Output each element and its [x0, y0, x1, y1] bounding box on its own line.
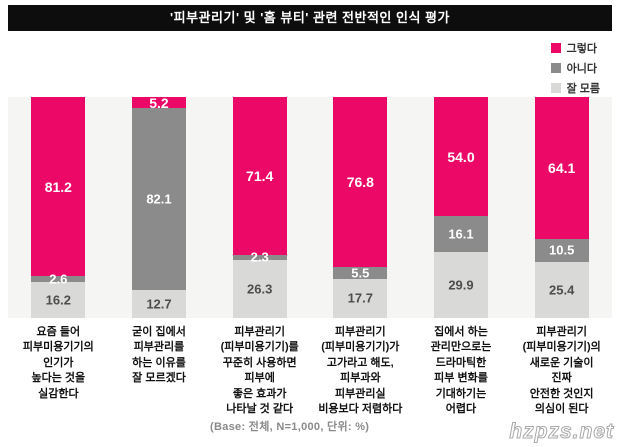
bar-column: 64.1 10.5 25.4: [511, 97, 612, 318]
base-note: (Base: 전체, N=1,000, 단위: %): [210, 421, 370, 433]
stacked-bar: 54.0 16.1 29.9: [433, 97, 488, 318]
stacked-bar: 5.2 82.1 12.7: [131, 94, 186, 318]
bar-segment-아니다: 2.6: [31, 272, 86, 287]
bar-value-label: 76.8: [346, 173, 374, 190]
category-label: 요즘 들어 피부미용기기의 인기가 높다는 것을 실감한다: [22, 326, 94, 400]
stacked-bar: 76.8 5.5 17.7: [333, 97, 388, 318]
bar-segment-그렇다: 64.1: [534, 97, 589, 239]
bar-value-label: 54.0: [447, 148, 475, 165]
bar-value-label: 2.3: [250, 249, 269, 265]
bar-segment-잘 모름: 25.4: [534, 261, 589, 318]
bar-value-label: 29.9: [448, 277, 474, 293]
watermark: hzpzs.net: [509, 420, 614, 444]
category-label: 피부관리기 (피부미용기기)가 고가라고 해도, 피부과와 피부관리실 비용보다…: [318, 326, 403, 415]
chart-plot-area: 81.2 2.6 16.2 5.2 82.1 12.7 71.4 2.3 26.3 76.8 5.5…: [8, 94, 612, 318]
bar-value-label: 82.1: [146, 191, 172, 207]
legend-label: 아니다: [566, 63, 597, 75]
bar-segment-그렇다: 5.2: [131, 94, 186, 111]
stacked-bar: 71.4 2.3 26.3: [232, 97, 287, 318]
stacked-bar: 81.2 2.6 16.2: [31, 97, 86, 318]
legend-label: 그렇다: [566, 43, 597, 55]
bar-value-label: 5.2: [149, 94, 169, 111]
bar-column: 54.0 16.1 29.9: [411, 97, 512, 318]
bar-value-label: 26.3: [247, 281, 273, 297]
bar-segment-잘 모름: 12.7: [131, 289, 186, 318]
bar-value-label: 81.2: [44, 178, 72, 195]
legend-item: 그렇다: [550, 40, 600, 56]
bar-segment-아니다: 82.1: [131, 108, 186, 290]
legend-item: 잘 모름: [550, 80, 600, 96]
bar-value-label: 2.6: [49, 271, 68, 287]
bar-segment-잘 모름: 16.2: [31, 282, 86, 318]
legend-swatch-icon: [550, 63, 561, 73]
legend-swatch-icon: [550, 83, 561, 93]
legend-item: 아니다: [550, 60, 600, 76]
bar-segment-아니다: 5.5: [333, 265, 388, 281]
bar-column: 5.2 82.1 12.7: [109, 94, 210, 318]
bar-value-label: 16.1: [448, 226, 474, 242]
bar-segment-잘 모름: 29.9: [433, 251, 488, 318]
bar-segment-잘 모름: 26.3: [232, 259, 287, 318]
bar-value-label: 64.1: [548, 159, 576, 176]
category-labels: 요즘 들어 피부미용기기의 인기가 높다는 것을 실감한다 굳이 집에서 피부관리…: [8, 325, 612, 417]
category-label: 굳이 집에서 피부관리를 하는 이유를 잘 모르겠다: [132, 326, 186, 385]
legend-label: 잘 모름: [566, 83, 600, 95]
bar-column: 76.8 5.5 17.7: [310, 97, 411, 318]
stacked-bar: 64.1 10.5 25.4: [534, 97, 589, 318]
bar-column: 71.4 2.3 26.3: [209, 97, 310, 318]
bar-value-label: 71.4: [246, 167, 274, 184]
bar-segment-그렇다: 76.8: [333, 97, 388, 267]
bar-value-label: 17.7: [347, 290, 373, 306]
bar-segment-그렇다: 81.2: [31, 97, 86, 277]
bar-segment-아니다: 10.5: [534, 238, 589, 262]
page-title: '피부관리기' 및 '홈 뷰티' 관련 전반적인 인식 평가: [8, 5, 612, 31]
bar-value-label: 12.7: [146, 296, 172, 312]
bar-segment-아니다: 2.3: [232, 250, 287, 265]
bar-value-label: 25.4: [549, 282, 575, 298]
legend-swatch-icon: [550, 43, 561, 53]
bar-segment-그렇다: 54.0: [433, 97, 488, 217]
category-label: 피부관리기 (피부미용기기)를 꾸준히 사용하면 피부에 좋은 효과가 나타날 …: [220, 326, 299, 415]
bar-segment-잘 모름: 17.7: [333, 278, 388, 318]
category-label: 피부관리기 (피부미용기기)의 새로운 기술이 진짜 안전한 것인지 의심이 된…: [522, 326, 601, 415]
bar-segment-그렇다: 71.4: [232, 97, 287, 255]
bar-value-label: 10.5: [549, 242, 575, 258]
bar-value-label: 16.2: [45, 292, 71, 308]
bar-segment-아니다: 16.1: [433, 216, 488, 252]
bar-column: 81.2 2.6 16.2: [8, 97, 109, 318]
bar-value-label: 5.5: [351, 265, 370, 281]
category-label: 집에서 하는 관리만으로는 드라마틱한 피부 변화를 기대하기는 어렵다: [430, 326, 492, 415]
